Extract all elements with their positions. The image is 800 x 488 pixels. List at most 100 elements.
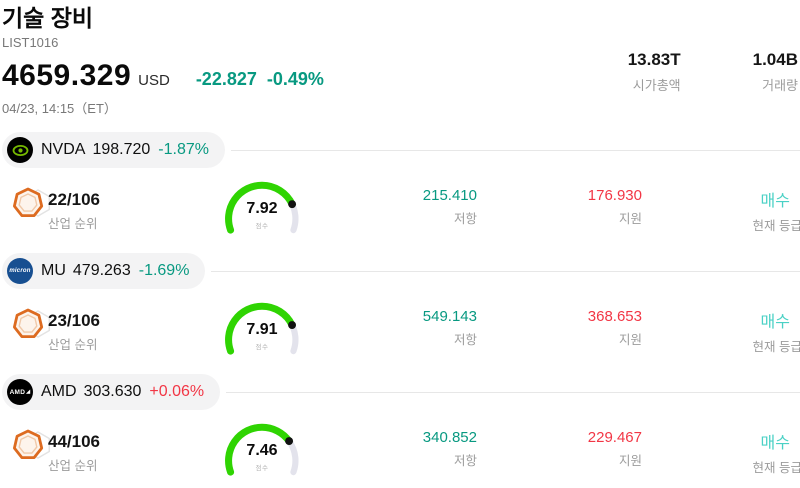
ticker-last-price: 479.263 bbox=[72, 262, 131, 279]
rank-value: 22/106 bbox=[48, 190, 100, 209]
industry-rank-badge-icon bbox=[8, 301, 51, 352]
rating-label: 현재 등급 bbox=[752, 340, 800, 354]
rating-label: 현재 등급 bbox=[752, 461, 800, 475]
row-divider bbox=[211, 270, 800, 272]
score-gauge: 7.92 점수 bbox=[218, 178, 306, 240]
index-change: -22.827 bbox=[195, 68, 257, 89]
stock-row-amd: AMD ◢ AMD 303.630 +0.06% bbox=[2, 374, 800, 482]
score-gauge: 7.91 점수 bbox=[218, 299, 306, 361]
ticker-price: NVDA 198.720 bbox=[41, 141, 150, 159]
support-label: 지원 bbox=[618, 333, 642, 347]
list-id: LIST1016 bbox=[2, 34, 59, 50]
volume-value: 1.04B bbox=[752, 50, 798, 69]
ticker-change: +0.06% bbox=[149, 383, 205, 400]
support-col: 176.930 지원 bbox=[477, 187, 642, 227]
rank-label: 산업 순위 bbox=[48, 459, 98, 473]
rating-col: 매수 현재 등급 bbox=[642, 308, 800, 355]
gauge-arc bbox=[218, 299, 306, 361]
score-gauge: 7.46 점수 bbox=[218, 420, 306, 482]
gauge-score-label: 점수 bbox=[255, 223, 269, 230]
industry-rank: 22/106 산업 순위 bbox=[48, 190, 168, 232]
ticker-pill-row: micron MU 479.263 -1.69% bbox=[2, 253, 800, 289]
rating-col: 매수 현재 등급 bbox=[642, 187, 800, 234]
resistance-col: 340.852 저항 bbox=[306, 429, 477, 469]
rating-value: 매수 bbox=[760, 193, 790, 210]
header-stats: 13.83T 시가총액 1.04B 거래량 bbox=[628, 50, 798, 94]
stock-row-nvda: NVDA 198.720 -1.87% 22/106 bbox=[2, 132, 800, 240]
support-col: 368.653 지원 bbox=[477, 308, 642, 348]
index-change-pct: -0.49% bbox=[266, 68, 324, 89]
ticker-change: -1.87% bbox=[158, 141, 209, 158]
ticker-pill-amd[interactable]: AMD ◢ AMD 303.630 +0.06% bbox=[2, 374, 221, 410]
gauge-score-label: 점수 bbox=[255, 344, 269, 351]
volume-stat: 1.04B 거래량 bbox=[753, 50, 798, 94]
resistance-value: 340.852 bbox=[422, 429, 477, 446]
industry-rank-badge-icon bbox=[8, 422, 51, 473]
rating-value: 매수 bbox=[760, 314, 790, 331]
market-cap-stat: 13.83T 시가총액 bbox=[628, 50, 681, 94]
gauge-score: 7.46 bbox=[246, 442, 278, 459]
resistance-label: 저항 bbox=[453, 333, 477, 347]
rank-value: 23/106 bbox=[48, 311, 100, 330]
index-price: 4659.329 bbox=[2, 58, 132, 92]
support-value: 368.653 bbox=[587, 308, 642, 325]
resistance-label: 저항 bbox=[453, 212, 477, 226]
index-change-group: -22.827 -0.49% bbox=[196, 69, 324, 90]
resistance-label: 저항 bbox=[453, 454, 477, 468]
resistance-value: 549.143 bbox=[422, 308, 477, 325]
stock-details-row: 23/106 산업 순위 7.91 점수 549.143 저항 368.653 bbox=[2, 299, 800, 361]
nvidia-logo-icon bbox=[7, 137, 33, 163]
market-cap-value: 13.83T bbox=[627, 50, 681, 69]
micron-logo-icon: micron bbox=[7, 258, 33, 284]
ticker-last-price: 198.720 bbox=[92, 141, 151, 158]
support-value: 176.930 bbox=[587, 187, 642, 204]
page-title: 기술 장비 bbox=[2, 5, 94, 31]
rating-label: 현재 등급 bbox=[752, 219, 800, 233]
support-label: 지원 bbox=[618, 454, 642, 468]
gauge-score: 7.91 bbox=[246, 321, 278, 338]
stock-details-row: 22/106 산업 순위 7.92 점수 215.410 저항 176.930 bbox=[2, 178, 800, 240]
ticker-pill-mu[interactable]: micron MU 479.263 -1.69% bbox=[2, 253, 206, 289]
market-cap-label: 시가총액 bbox=[632, 78, 681, 93]
ticker-pill-row: AMD ◢ AMD 303.630 +0.06% bbox=[2, 374, 800, 410]
amd-logo-icon: AMD ◢ bbox=[7, 379, 33, 405]
header: 기술 장비 LIST1016 4659.329 USD -22.827 -0.4… bbox=[0, 0, 800, 124]
volume-label: 거래량 bbox=[762, 78, 798, 93]
resistance-col: 215.410 저항 bbox=[306, 187, 477, 227]
ticker-symbol: AMD bbox=[41, 383, 77, 400]
currency-label: USD bbox=[138, 71, 170, 89]
rating-col: 매수 현재 등급 bbox=[642, 429, 800, 476]
quote-datetime: 04/23, 14:15（ET） bbox=[2, 100, 117, 116]
ticker-pill-row: NVDA 198.720 -1.87% bbox=[2, 132, 800, 168]
gauge-score: 7.92 bbox=[246, 200, 278, 217]
ticker-symbol: NVDA bbox=[41, 141, 86, 158]
gauge-arc bbox=[218, 178, 306, 240]
support-label: 지원 bbox=[618, 212, 642, 226]
rank-label: 산업 순위 bbox=[48, 217, 98, 231]
ticker-change: -1.69% bbox=[138, 262, 190, 279]
row-divider bbox=[226, 391, 800, 393]
industry-rank: 23/106 산업 순위 bbox=[48, 311, 168, 353]
ticker-pill-nvda[interactable]: NVDA 198.720 -1.87% bbox=[2, 132, 225, 168]
rating-value: 매수 bbox=[760, 435, 790, 452]
stock-list: NVDA 198.720 -1.87% 22/106 bbox=[0, 132, 800, 482]
support-value: 229.467 bbox=[587, 429, 642, 446]
industry-rank: 44/106 산업 순위 bbox=[48, 432, 168, 474]
stock-row-mu: micron MU 479.263 -1.69% bbox=[2, 253, 800, 361]
rank-label: 산업 순위 bbox=[48, 338, 98, 352]
resistance-col: 549.143 저항 bbox=[306, 308, 477, 348]
ticker-price: AMD 303.630 bbox=[41, 383, 141, 401]
ticker-last-price: 303.630 bbox=[83, 383, 142, 400]
price-line: 4659.329 USD -22.827 -0.49% bbox=[2, 59, 800, 93]
stock-details-row: 44/106 산업 순위 7.46 점수 340.852 저항 229.467 bbox=[2, 420, 800, 482]
industry-rank-badge-icon bbox=[8, 180, 51, 231]
ticker-symbol: MU bbox=[41, 262, 66, 279]
row-divider bbox=[231, 149, 800, 151]
gauge-arc bbox=[218, 420, 306, 482]
rank-value: 44/106 bbox=[48, 432, 100, 451]
ticker-price: MU 479.263 bbox=[41, 262, 131, 280]
gauge-score-label: 점수 bbox=[255, 465, 269, 472]
support-col: 229.467 지원 bbox=[477, 429, 642, 469]
resistance-value: 215.410 bbox=[422, 187, 477, 204]
